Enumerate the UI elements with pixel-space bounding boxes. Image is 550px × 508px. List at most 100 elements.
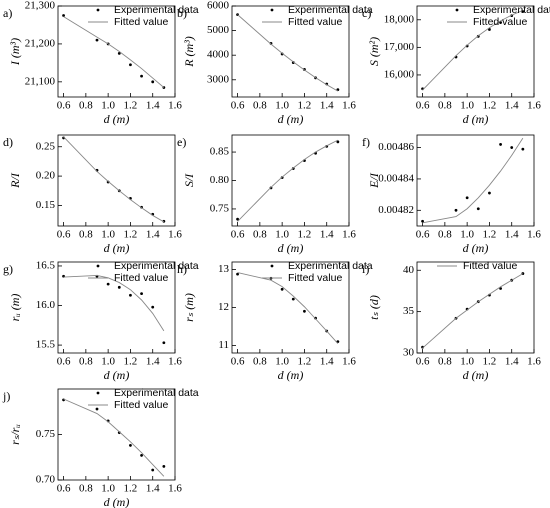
x-tick-label: 1.4 bbox=[320, 356, 334, 368]
y-tick-label: 4000 bbox=[207, 49, 230, 61]
x-tick-label: 1.6 bbox=[168, 100, 182, 112]
y-tick-label: 21,100 bbox=[25, 75, 56, 87]
fitted-line bbox=[237, 14, 339, 92]
y-tick-label: 40 bbox=[403, 264, 415, 276]
plot-frame bbox=[416, 5, 535, 98]
fitted-line bbox=[237, 139, 339, 222]
x-tick-label: 1.6 bbox=[527, 356, 541, 368]
x-tick-label: 0.8 bbox=[438, 229, 452, 241]
data-point bbox=[95, 407, 99, 411]
x-tick-label: 1.6 bbox=[527, 100, 541, 112]
legend-swatch bbox=[96, 264, 100, 268]
x-tick-label: 0.8 bbox=[79, 229, 93, 241]
data-point bbox=[117, 285, 121, 289]
data-point bbox=[421, 219, 424, 223]
x-tick-label: 1.0 bbox=[275, 229, 289, 241]
y-tick-label: 13 bbox=[218, 263, 230, 275]
y-tick-label: 21,200 bbox=[25, 37, 56, 49]
x-tick-label: 0.8 bbox=[438, 100, 452, 112]
x-tick-label: 1.4 bbox=[505, 229, 519, 241]
y-axis-label: R (m³) bbox=[182, 36, 196, 68]
data-point bbox=[465, 196, 469, 200]
y-axis-label: E/I bbox=[367, 172, 381, 189]
x-tick-label: 0.8 bbox=[253, 229, 267, 241]
data-point bbox=[151, 305, 155, 309]
y-axis-label: tₛ (d) bbox=[367, 295, 381, 320]
x-tick-label: 1.0 bbox=[275, 100, 289, 112]
y-tick-label: 0.20 bbox=[36, 170, 56, 182]
x-axis-label: d (m) bbox=[278, 241, 304, 255]
y-tick-label: 16.5 bbox=[36, 259, 56, 271]
data-point bbox=[62, 14, 65, 17]
x-tick-label: 1.4 bbox=[320, 100, 334, 112]
x-tick-label: 1.6 bbox=[342, 229, 356, 241]
x-tick-label: 0.8 bbox=[438, 356, 452, 368]
y-tick-label: 35 bbox=[403, 305, 415, 317]
x-tick-label: 1.0 bbox=[275, 356, 289, 368]
legend-label: Experimental data bbox=[114, 4, 199, 16]
y-tick-label: 0.80 bbox=[210, 174, 230, 186]
data-point bbox=[162, 464, 166, 468]
x-tick-label: 0.6 bbox=[416, 229, 430, 241]
plot-frame bbox=[416, 134, 535, 227]
data-point bbox=[151, 80, 155, 84]
panel-label: e) bbox=[177, 135, 186, 149]
legend-label: Experimental data bbox=[473, 4, 550, 16]
x-tick-label: 0.6 bbox=[57, 229, 71, 241]
panel-label: a) bbox=[3, 6, 12, 20]
panel-label: c) bbox=[362, 6, 371, 20]
data-point bbox=[488, 191, 491, 195]
x-tick-label: 1.0 bbox=[460, 356, 474, 368]
y-tick-label: 21,300 bbox=[25, 0, 56, 12]
x-tick-label: 1.6 bbox=[527, 229, 541, 241]
x-tick-label: 1.4 bbox=[146, 100, 160, 112]
y-axis-label: S (m²) bbox=[367, 37, 381, 66]
x-tick-label: 1.0 bbox=[460, 229, 474, 241]
legend-label: Experimental data bbox=[288, 260, 373, 272]
x-tick-label: 1.4 bbox=[146, 356, 160, 368]
y-tick-label: 0.75 bbox=[210, 202, 230, 214]
legend-swatch bbox=[96, 391, 100, 395]
x-tick-label: 0.6 bbox=[231, 229, 245, 241]
x-tick-label: 1.6 bbox=[168, 229, 182, 241]
y-tick-label: 0.00486 bbox=[378, 141, 414, 153]
plot-frame bbox=[416, 261, 535, 354]
x-tick-label: 1.2 bbox=[298, 229, 312, 241]
fitted-line bbox=[422, 273, 524, 349]
fitted-line bbox=[63, 136, 165, 223]
x-tick-label: 1.4 bbox=[146, 483, 160, 495]
x-tick-label: 0.6 bbox=[416, 356, 430, 368]
legend-label: Fitted value bbox=[288, 16, 342, 28]
x-tick-label: 1.2 bbox=[483, 356, 497, 368]
data-point bbox=[291, 297, 295, 301]
data-point bbox=[303, 309, 306, 313]
x-tick-label: 0.6 bbox=[57, 483, 71, 495]
fitted-line bbox=[422, 9, 524, 91]
panel-label: h) bbox=[177, 262, 187, 276]
y-axis-label: rₛ/rᵤ bbox=[8, 424, 22, 445]
data-point bbox=[140, 74, 143, 78]
y-tick-label: 30 bbox=[403, 347, 415, 359]
y-tick-label: 6000 bbox=[207, 0, 230, 12]
data-point bbox=[129, 293, 132, 297]
legend-label: Experimental data bbox=[288, 4, 373, 16]
y-tick-label: 16,000 bbox=[384, 68, 415, 80]
x-tick-label: 1.0 bbox=[460, 100, 474, 112]
x-tick-label: 1.0 bbox=[101, 100, 115, 112]
legend-label: Fitted value bbox=[473, 16, 527, 28]
plot-frame bbox=[231, 5, 350, 98]
data-point bbox=[162, 341, 166, 345]
x-tick-label: 0.6 bbox=[231, 100, 245, 112]
x-tick-label: 1.2 bbox=[483, 100, 497, 112]
x-axis-label: d (m) bbox=[104, 112, 130, 126]
data-point bbox=[476, 207, 480, 211]
data-point bbox=[280, 287, 284, 291]
x-tick-label: 0.8 bbox=[253, 100, 267, 112]
data-point bbox=[314, 316, 317, 320]
x-tick-label: 1.4 bbox=[320, 229, 334, 241]
legend-label: Fitted value bbox=[114, 272, 168, 284]
fitted-line bbox=[422, 137, 524, 224]
data-point bbox=[454, 208, 458, 212]
data-point bbox=[140, 292, 143, 296]
